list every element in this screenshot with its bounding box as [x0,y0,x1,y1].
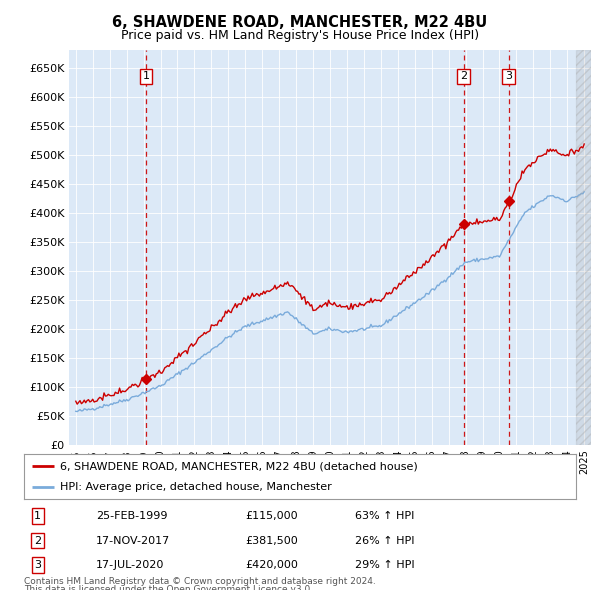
Text: Contains HM Land Registry data © Crown copyright and database right 2024.: Contains HM Land Registry data © Crown c… [24,577,376,586]
Text: 17-JUL-2020: 17-JUL-2020 [96,560,164,570]
Bar [576,50,591,445]
Text: Price paid vs. HM Land Registry's House Price Index (HPI): Price paid vs. HM Land Registry's House … [121,30,479,42]
Text: 26% ↑ HPI: 26% ↑ HPI [355,536,415,546]
Text: 3: 3 [34,560,41,570]
Text: 6, SHAWDENE ROAD, MANCHESTER, M22 4BU (detached house): 6, SHAWDENE ROAD, MANCHESTER, M22 4BU (d… [60,461,418,471]
Text: 6, SHAWDENE ROAD, MANCHESTER, M22 4BU: 6, SHAWDENE ROAD, MANCHESTER, M22 4BU [112,15,488,30]
Text: £381,500: £381,500 [245,536,298,546]
Text: 3: 3 [505,71,512,81]
Text: 2: 2 [460,71,467,81]
Text: 1: 1 [143,71,149,81]
Text: 25-FEB-1999: 25-FEB-1999 [96,512,167,521]
Text: HPI: Average price, detached house, Manchester: HPI: Average price, detached house, Manc… [60,481,332,491]
Text: 63% ↑ HPI: 63% ↑ HPI [355,512,415,521]
Text: £420,000: £420,000 [245,560,298,570]
Text: 17-NOV-2017: 17-NOV-2017 [96,536,170,546]
Bar [576,50,591,445]
Text: £115,000: £115,000 [245,512,298,521]
Text: 2: 2 [34,536,41,546]
Text: 1: 1 [34,512,41,521]
Text: 29% ↑ HPI: 29% ↑ HPI [355,560,415,570]
Text: This data is licensed under the Open Government Licence v3.0.: This data is licensed under the Open Gov… [24,585,313,590]
